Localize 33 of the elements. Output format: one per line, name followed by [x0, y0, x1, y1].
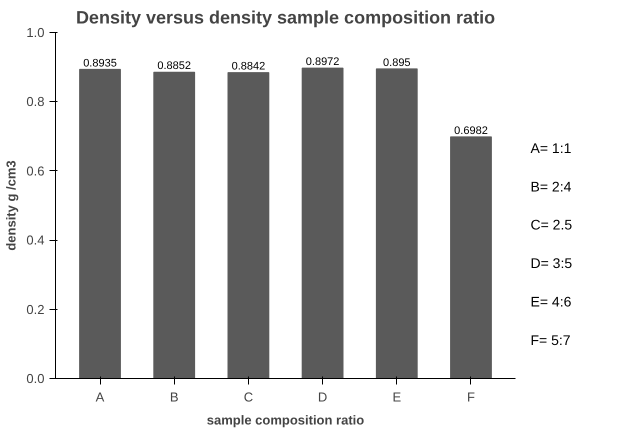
data-label: 0.8935: [83, 57, 117, 70]
bar: [376, 68, 418, 378]
text: E= 4:6: [530, 294, 572, 310]
text: C= 2.5: [530, 216, 572, 233]
y-tick-label: 0.2: [26, 302, 45, 317]
y-tick-label: 0.8: [26, 94, 45, 110]
bar: [153, 72, 196, 378]
x-tick-label: D: [318, 390, 328, 404]
text: B= 2:4: [530, 178, 572, 194]
x-tick-label: F: [467, 390, 476, 404]
x-axis-title: sample composition ratio: [206, 412, 364, 428]
y-tick-label: 0.4: [26, 232, 45, 248]
y-axis-title: density g /cm3: [3, 160, 18, 251]
chart-title: Density versus density sample composition ratio: [76, 8, 496, 28]
data-label: 0.895: [383, 56, 411, 69]
y-tick-label: 0.0: [26, 371, 45, 386]
text: A= 1:1: [530, 140, 572, 156]
text: F= 5:7: [530, 332, 571, 348]
bar: [302, 68, 344, 378]
y-tick-label: 1.0: [26, 25, 45, 40]
x-tick-label: A: [96, 390, 105, 404]
x-tick-label: C: [244, 390, 254, 404]
data-label: 0.8972: [306, 56, 340, 68]
data-label: 0.8842: [232, 60, 266, 73]
data-label: 0.6982: [454, 124, 488, 137]
bar: [450, 136, 492, 378]
x-tick-label: E: [392, 390, 402, 404]
text: D= 3:5: [530, 255, 572, 272]
bar: [79, 68, 121, 378]
x-tick-label: B: [170, 390, 179, 404]
data-label: 0.8852: [157, 60, 192, 72]
bar: [228, 72, 270, 378]
y-tick-label: 0.6: [26, 163, 45, 178]
